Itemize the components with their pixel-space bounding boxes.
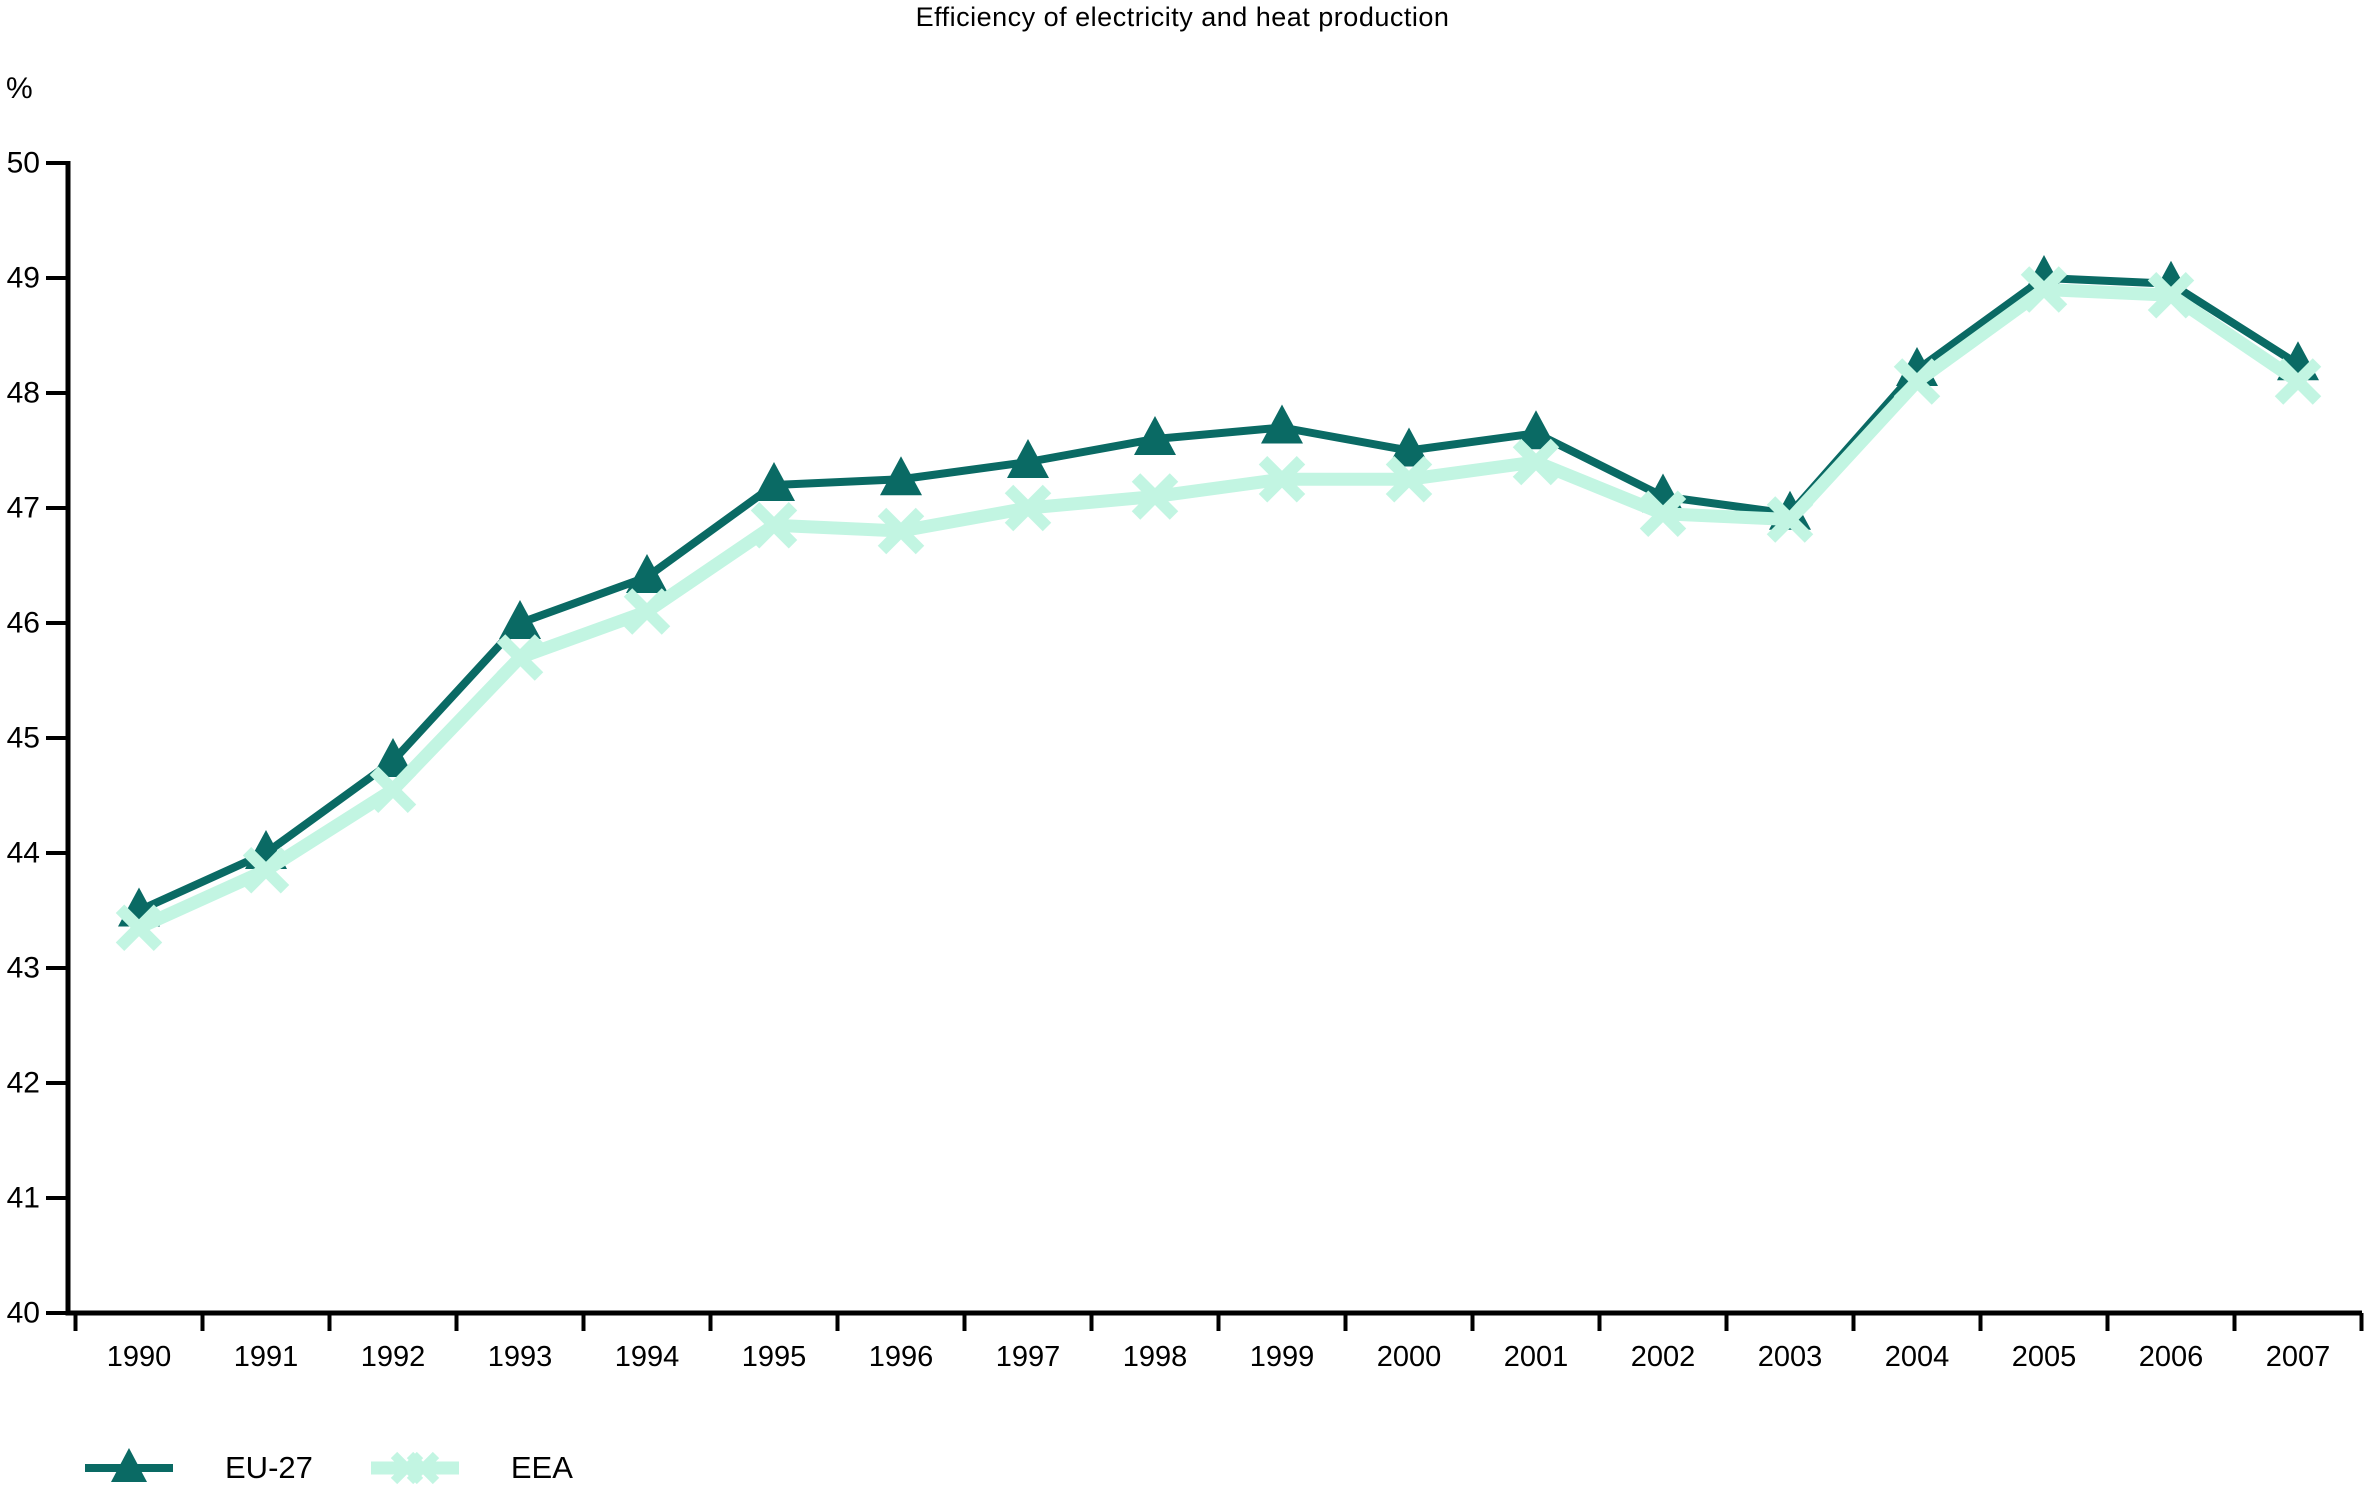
eu27-marker [1515,410,1557,450]
eu27-marker [372,738,414,777]
eea-legend-swatch [370,1451,459,1485]
eea-marker [1639,490,1687,537]
y-tick-label: 50 [7,147,40,180]
eea-marker [1385,456,1433,503]
eea-marker [242,847,290,894]
x-tick-label: 2003 [1758,1341,1823,1373]
eu27-marker [753,462,795,501]
legend-item-eu27: EU-27 [85,1441,313,1490]
x-tick-label: 1998 [1123,1341,1188,1373]
eea-line [136,283,2302,934]
x-tick-label: 2007 [2266,1341,2331,1373]
eea-marker [496,634,544,681]
x-tick-label: 2000 [1377,1341,1442,1373]
x-tick-label: 1994 [615,1341,680,1373]
x-tick-label: 1995 [742,1341,807,1373]
eea-marker [1893,358,1941,405]
eea-marker [877,507,925,555]
eea-marker [2147,272,2195,319]
y-tick-label: 40 [7,1297,40,1330]
eu27-marker [880,456,922,496]
y-tick-label: 47 [7,492,40,525]
eea-marker [1131,473,1179,520]
legend-label-eu27: EU-27 [225,1450,313,1485]
chart-title: Efficiency of electricity and heat produ… [915,2,1450,32]
legend-triangle-marker-icon [111,1448,147,1482]
legend-item-eea: EEA [370,1441,573,1490]
x-tick-label: 2005 [2012,1341,2077,1373]
y-tick-label: 49 [7,262,40,295]
legend-label-eea: EEA [510,1450,573,1485]
eea-marker [369,766,417,813]
x-tick-label: 2002 [1631,1341,1696,1373]
y-axis-unit-label: % [6,72,33,105]
eu27-marker [1134,416,1176,455]
x-tick-label: 1992 [361,1341,426,1373]
y-tick-label: 42 [7,1067,40,1100]
eu27-legend-swatch [85,1448,173,1482]
legend-x-marker-icon [406,1451,440,1485]
eea-marker [1512,438,1560,486]
eea-marker [1766,496,1814,543]
eea-marker [115,904,163,951]
x-tick-label: 2006 [2139,1341,2204,1373]
eu27-marker [1261,404,1303,444]
y-tick-label: 43 [7,952,40,985]
y-tick-label: 48 [7,377,40,410]
y-tick-label: 44 [7,837,40,870]
x-tick-label: 2001 [1504,1341,1569,1373]
eea-marker [1004,484,1052,532]
eu27-marker [499,600,541,639]
eea-marker [2020,266,2068,313]
x-tick-label: 1993 [488,1341,553,1373]
eu27-marker [626,554,668,593]
eea-marker [623,588,671,635]
x-tick-label: 1996 [869,1341,934,1373]
x-tick-label: 1999 [1250,1341,1315,1373]
y-tick-label: 45 [7,722,40,755]
eea-marker [2274,358,2322,405]
legend: EU-27 EEA [85,1441,573,1490]
eu27-marker [1007,439,1049,478]
eea-marker [1258,456,1306,503]
eu27-line [137,274,2301,915]
x-tick-label: 1990 [107,1341,172,1373]
eu27-marker [1388,427,1430,467]
y-tick-label: 46 [7,607,40,640]
x-tick-label: 1991 [234,1341,299,1373]
x-tick-label: 2004 [1885,1341,1950,1373]
eea-marker [750,502,798,549]
y-tick-label: 41 [7,1182,40,1215]
x-tick-label: 1997 [996,1341,1061,1373]
